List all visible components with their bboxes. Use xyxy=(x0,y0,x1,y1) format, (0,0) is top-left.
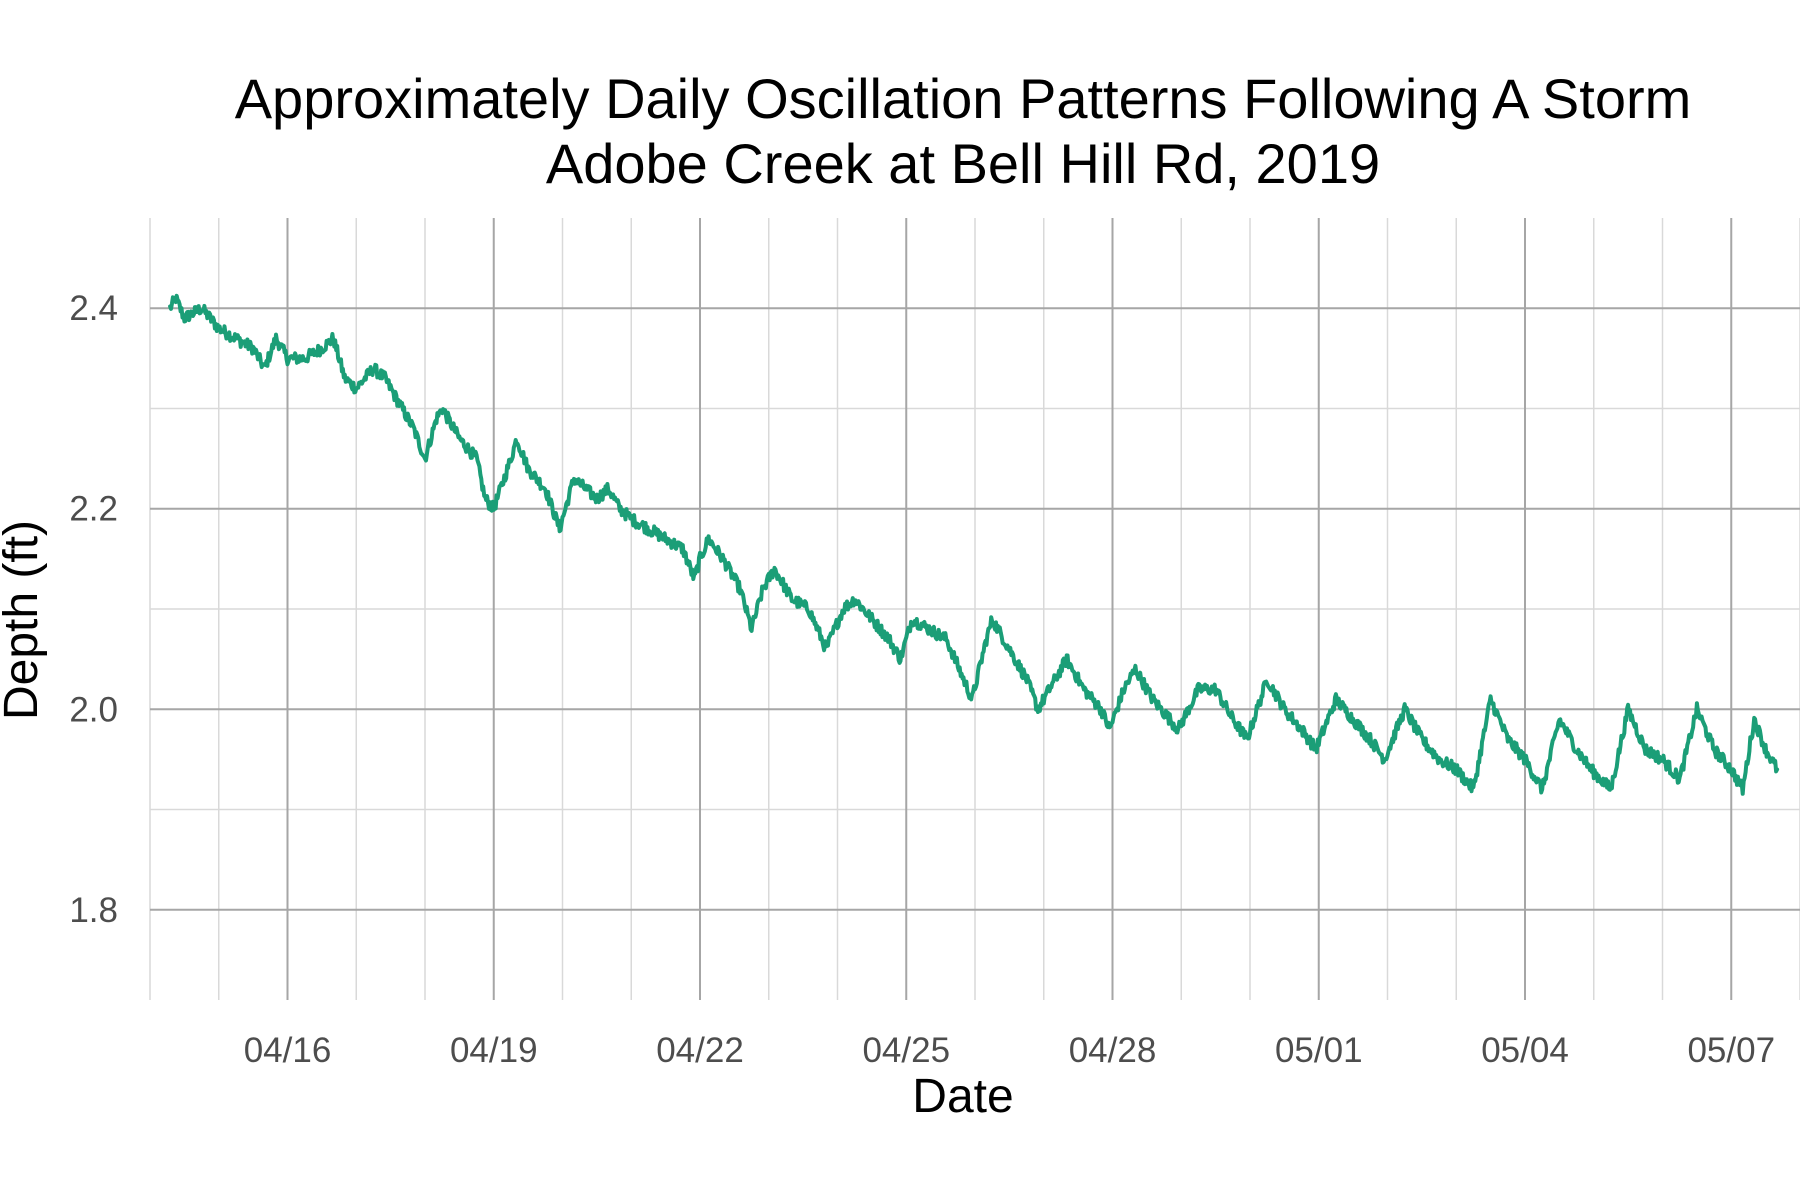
x-tick-label: 04/22 xyxy=(656,1031,744,1070)
y-tick-label: 1.8 xyxy=(69,891,118,930)
y-axis-title: Depth (ft) xyxy=(0,520,48,720)
x-axis-title: Date xyxy=(912,1070,1013,1123)
y-tick-label: 2.0 xyxy=(69,690,118,729)
x-tick-label: 05/01 xyxy=(1275,1031,1363,1070)
grid-layer xyxy=(149,218,1800,1000)
x-tick-label: 04/28 xyxy=(1069,1031,1157,1070)
y-tick-label: 2.2 xyxy=(69,490,118,529)
x-tick-label: 04/16 xyxy=(244,1031,332,1070)
x-tick-label: 04/19 xyxy=(450,1031,538,1070)
y-tick-label: 2.4 xyxy=(69,289,118,328)
x-tick-label: 05/04 xyxy=(1481,1031,1569,1070)
x-tick-labels: 04/16 04/19 04/22 04/25 04/28 05/01 05/04 05/07 xyxy=(244,1031,1775,1070)
y-tick-labels: 1.8 2.0 2.2 2.4 xyxy=(69,289,118,930)
x-tick-label: 04/25 xyxy=(862,1031,950,1070)
chart-title: Approximately Daily Oscillation Patterns… xyxy=(235,67,1692,130)
x-tick-label: 05/07 xyxy=(1687,1031,1775,1070)
chart-subtitle: Adobe Creek at Bell Hill Rd, 2019 xyxy=(546,132,1380,195)
depth-series-line xyxy=(168,293,1780,796)
series-layer xyxy=(168,293,1780,796)
